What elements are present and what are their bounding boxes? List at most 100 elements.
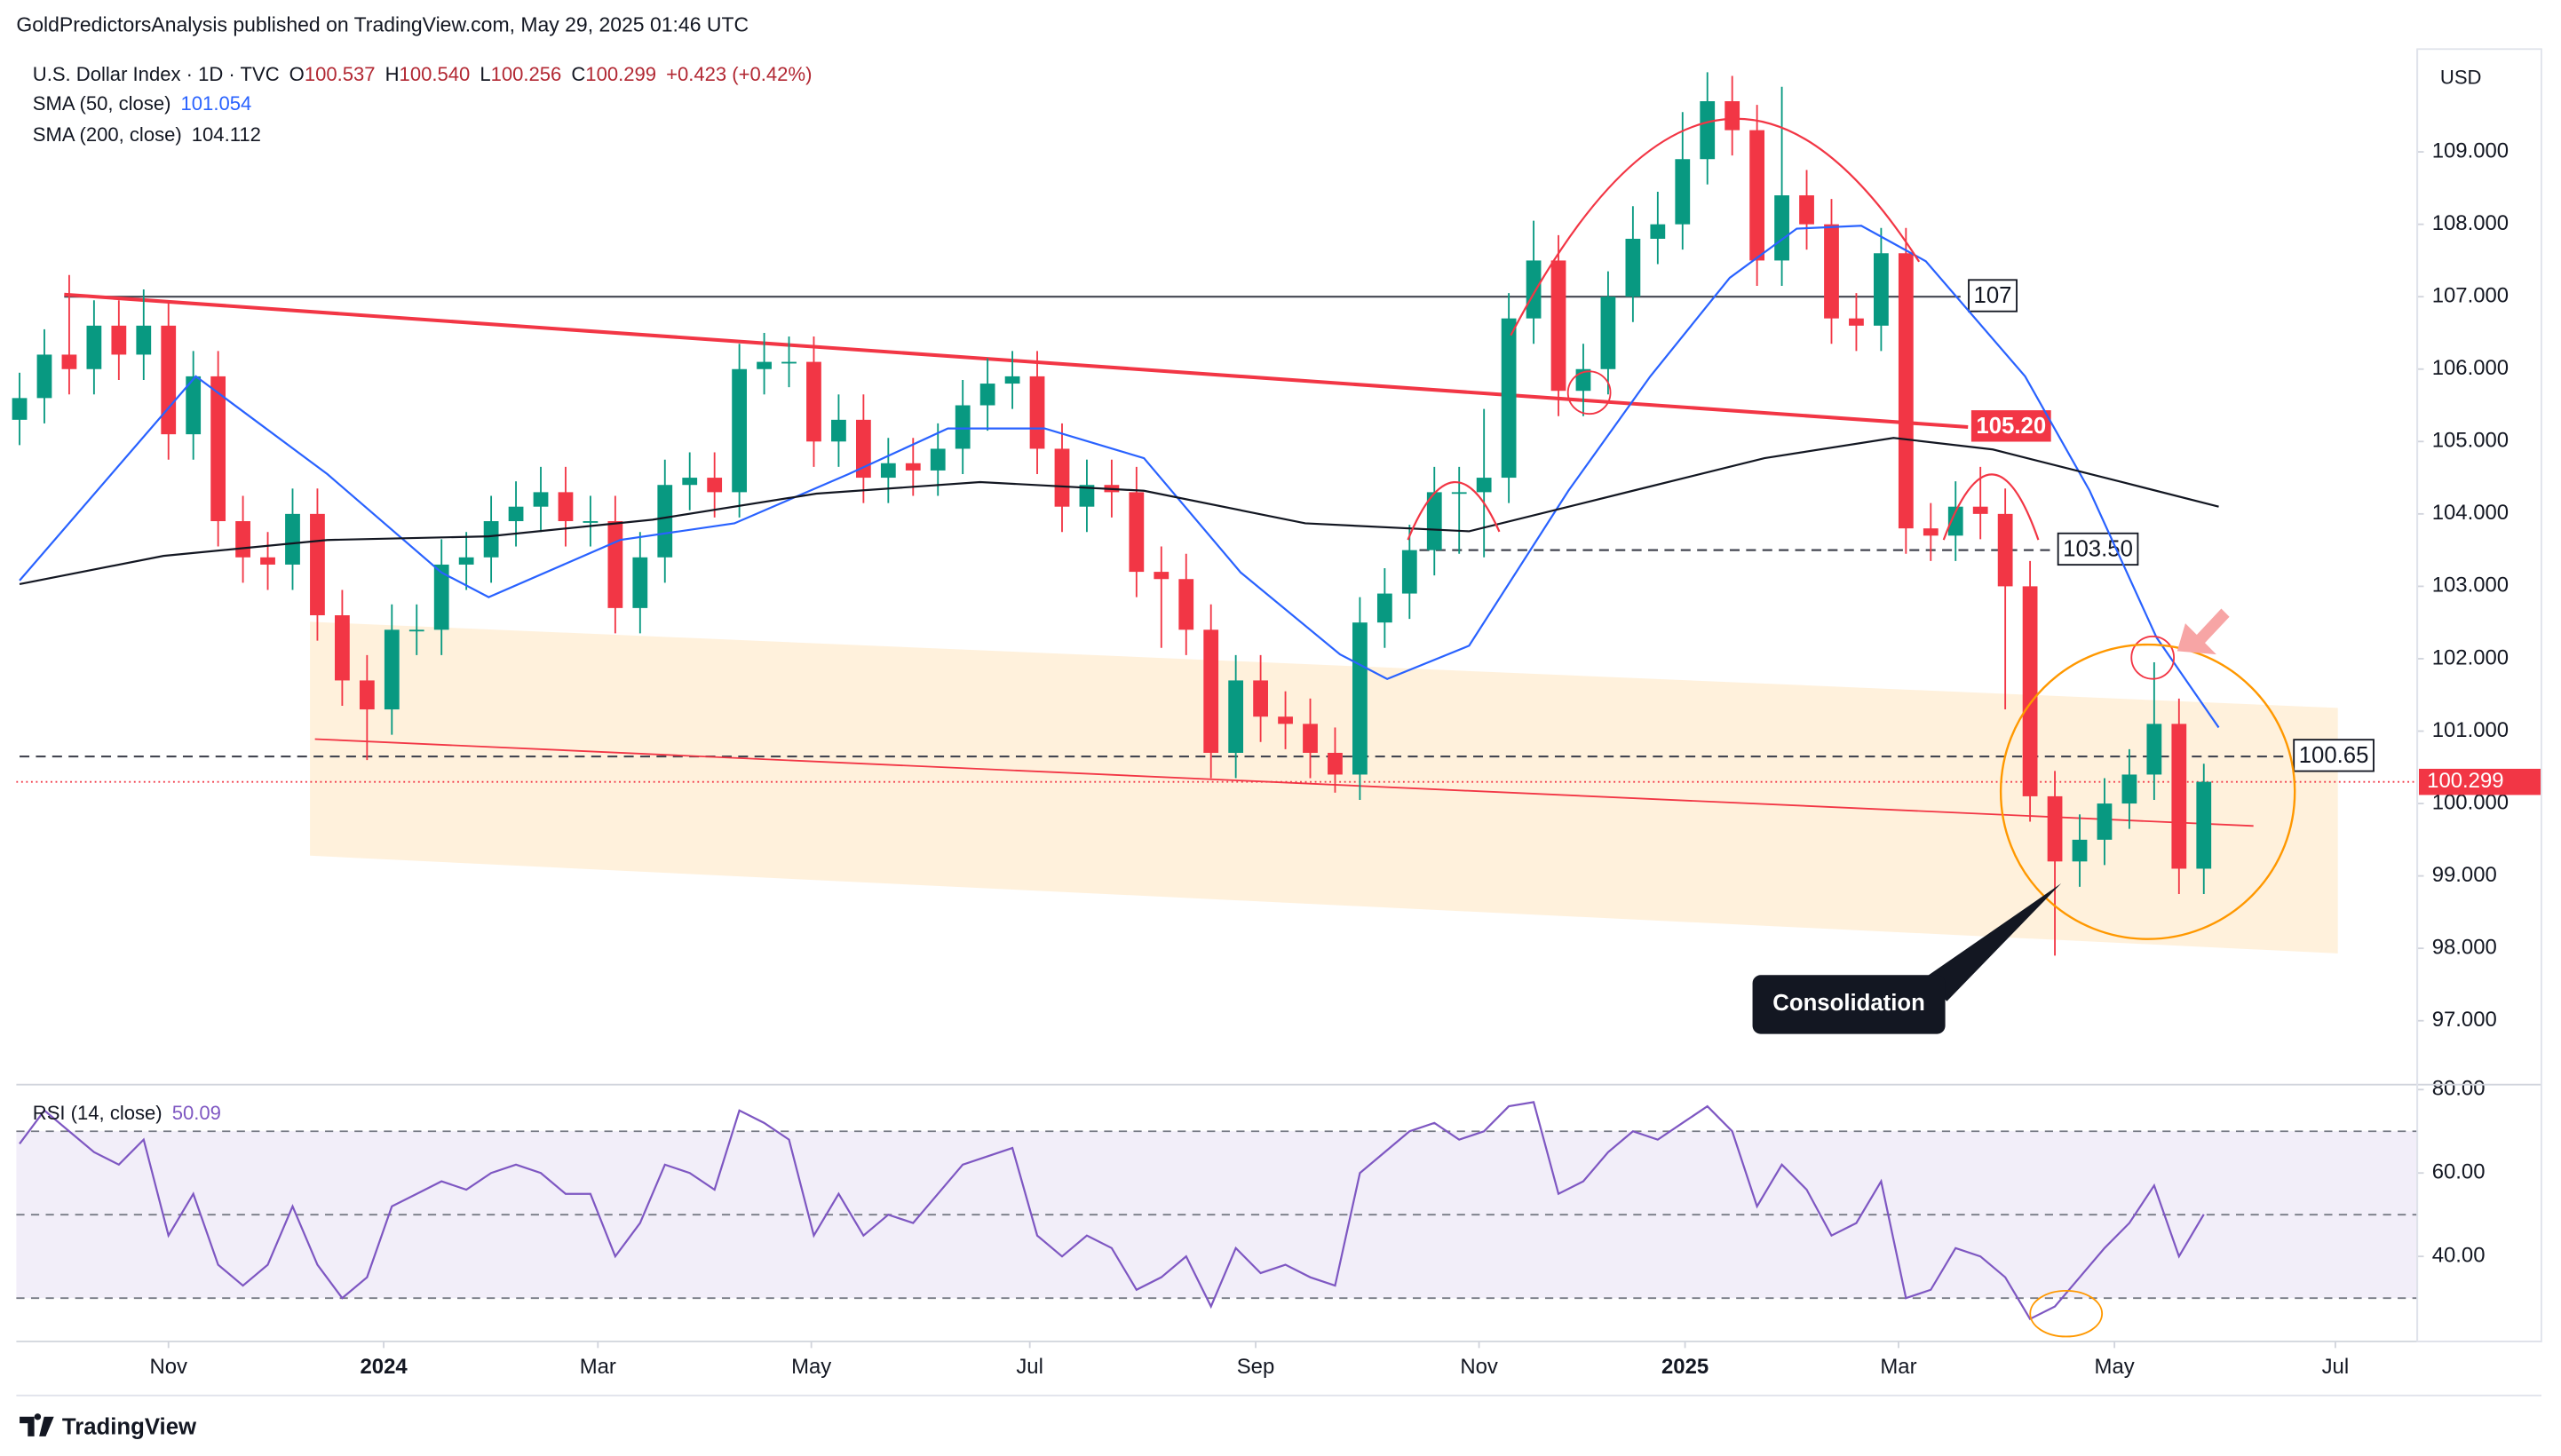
label-box [1970, 410, 2051, 442]
candle-body [433, 564, 449, 630]
y-tick-label: 80.00 [2432, 1077, 2486, 1101]
legend-symbol: U.S. Dollar Index · 1D · TVC O100.537 H100… [33, 63, 813, 85]
candle-body [533, 492, 549, 507]
candle-body [36, 354, 52, 399]
y-tick-label: 106.000 [2432, 356, 2509, 380]
candle-body [136, 325, 152, 355]
candle-body [1774, 195, 1789, 261]
candle-body [1526, 260, 1542, 319]
price-axis-frame [2416, 48, 2542, 1342]
label-box [1968, 279, 2018, 313]
label-box [2057, 532, 2139, 566]
candle-body [1401, 550, 1417, 594]
candle-body [955, 405, 971, 449]
label-box [2293, 739, 2375, 772]
candle-body [607, 521, 623, 608]
candle-body [2196, 781, 2212, 869]
candle-body [1749, 130, 1765, 261]
trendline [64, 292, 1969, 430]
x-tick-label: May [2095, 1355, 2135, 1379]
candle-body [2022, 586, 2038, 796]
y-tick-label: 101.000 [2432, 718, 2509, 742]
ohlc-value: 100.537 [305, 63, 376, 85]
candle-body [1154, 572, 1169, 580]
footer-brand: TradingView [62, 1414, 197, 1439]
candle-body [1376, 593, 1392, 623]
candle-body [1849, 318, 1864, 326]
circle [2130, 635, 2176, 680]
currency: USD [2440, 66, 2482, 88]
candle-body [408, 629, 424, 632]
rsi-line [19, 1101, 2205, 1321]
y-tick-label: 99.000 [2432, 863, 2497, 887]
trendline-label: 105.20 [1976, 414, 2046, 439]
candle-body [558, 492, 574, 522]
candle-body [86, 325, 102, 369]
ohlc-value: 100.540 [400, 63, 471, 85]
y-tick-label: 107.000 [2432, 284, 2509, 308]
candle-body [1625, 238, 1641, 297]
candle-body [657, 485, 673, 558]
candle-body [1253, 680, 1268, 717]
candle-body [1550, 260, 1566, 392]
ohlc-value: 100.299 [585, 63, 656, 85]
candle-body [1228, 680, 1244, 753]
y-tick-label: 109.000 [2432, 138, 2509, 162]
symbol: U.S. Dollar Index · 1D · TVC [33, 63, 280, 85]
arrow [2176, 608, 2230, 655]
y-tick-label: 98.000 [2432, 935, 2497, 959]
candle-body [1203, 629, 1219, 753]
level-label: 100.65 [2299, 743, 2369, 768]
trendline [314, 738, 2254, 827]
candle-body [161, 325, 177, 435]
plot-layer: 97.00098.00099.000100.000101.000102.0001… [12, 72, 2541, 1379]
candle-body [111, 325, 127, 355]
candle-body [1650, 224, 1666, 239]
series-value: 104.112 [192, 123, 261, 146]
candle-body [1874, 253, 1889, 326]
candle-body [979, 384, 995, 406]
candle-body [682, 478, 698, 486]
x-tick-label: Nov [1460, 1355, 1498, 1379]
circle [2029, 1289, 2104, 1338]
callout-box [1752, 975, 1946, 1034]
candle-body [1328, 752, 1343, 775]
x-tick-label: Mar [580, 1355, 616, 1379]
candle-body [1451, 492, 1467, 495]
callout-text: Consolidation [1772, 991, 1925, 1016]
arc [1942, 473, 2040, 541]
ohlc-key: C [571, 63, 585, 85]
y-tick-label: 108.000 [2432, 211, 2509, 235]
candle-body [806, 361, 821, 442]
candle-body [483, 521, 499, 558]
candle-body [632, 557, 648, 608]
candle-body [335, 615, 350, 681]
candle-body [2171, 724, 2187, 869]
candle-body [2097, 803, 2113, 840]
y-tick-label: 102.000 [2432, 645, 2509, 669]
y-tick-label: 103.000 [2432, 574, 2509, 597]
change: +0.423 (+0.42%) [666, 63, 812, 85]
candle-body [905, 463, 921, 471]
candle-body [186, 376, 202, 435]
sma-line [19, 225, 2220, 729]
x-tick-label: Mar [1880, 1355, 1916, 1379]
candle-body [831, 419, 846, 442]
candle-body [1799, 195, 1814, 225]
legend-sma50: SMA (50, close) 101.054 [33, 92, 251, 115]
candle-body [2047, 795, 2063, 862]
candle-body [1947, 506, 1963, 536]
candle-body [2072, 839, 2088, 862]
candle-body [1997, 513, 2013, 587]
arc [1407, 480, 1501, 541]
candle-body [384, 629, 400, 710]
candle-body [732, 368, 748, 493]
candle-body [235, 521, 250, 558]
candle-body [1079, 485, 1095, 507]
candle-body [1278, 716, 1293, 724]
candle-body [1923, 528, 1939, 536]
ohlc-key: L [480, 63, 490, 85]
y-tick-label: 105.000 [2432, 429, 2509, 453]
circle [1999, 643, 2296, 940]
